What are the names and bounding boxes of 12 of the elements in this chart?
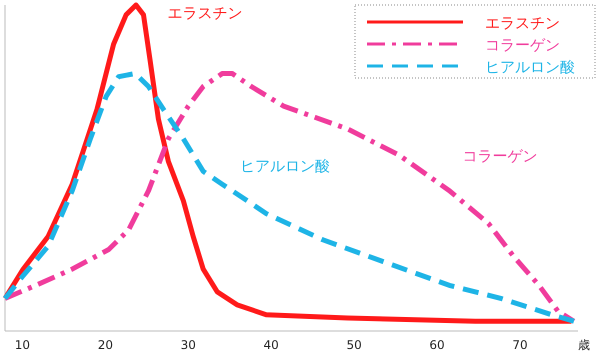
annotation: エラスチン — [168, 4, 242, 22]
annotation: ヒアルロン酸 — [240, 157, 330, 175]
annotation: コラーゲン — [462, 147, 538, 165]
x-axis-title: 歳 — [578, 338, 590, 352]
legend: エラスチン コラーゲン ヒアルロン酸 — [354, 4, 596, 78]
x-tick-label: 30 — [180, 338, 196, 352]
x-tick-label: 10 — [14, 338, 30, 352]
x-tick-label: 50 — [346, 338, 362, 352]
x-tick-label: 40 — [264, 338, 279, 352]
x-tick-label: 60 — [429, 338, 445, 352]
x-tick-label: 20 — [98, 338, 113, 352]
x-tick-label: 70 — [512, 338, 528, 352]
